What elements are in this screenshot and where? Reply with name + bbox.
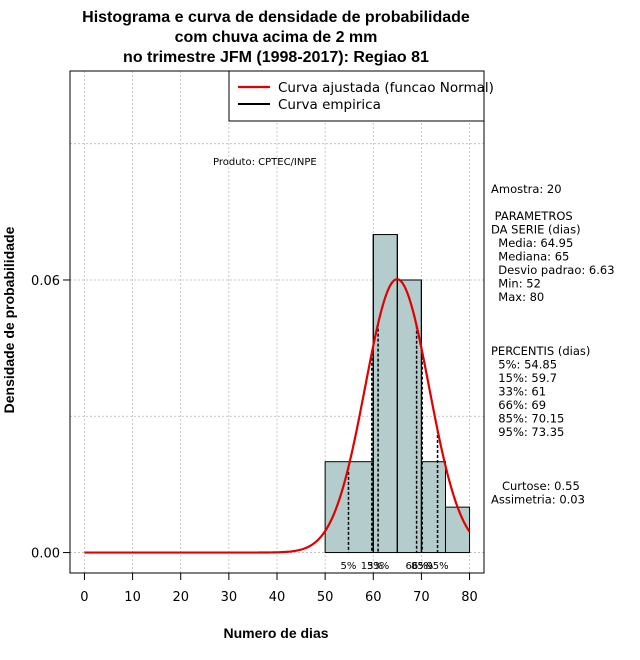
percentile-label: 95% xyxy=(426,561,448,572)
chart-title-line-3: no trimestre JFM (1998-2017): Regiao 81 xyxy=(123,49,429,66)
histogram-bar xyxy=(444,506,471,554)
statistics-line: Max: 80 xyxy=(491,290,544,304)
x-axis: 0 10 20 30 40 50 60 70 80 xyxy=(80,573,478,605)
x-tick-label: 80 xyxy=(461,590,478,605)
statistics-line: 66%: 69 xyxy=(491,398,546,412)
statistics-line: DA SERIE (dias) xyxy=(491,223,581,237)
statistics-line: Curtose: 0.55 xyxy=(491,479,580,493)
y-tick-label: 0.06 xyxy=(31,274,60,289)
histogram-bar xyxy=(396,279,422,554)
statistics-line: Assimetria: 0.03 xyxy=(491,493,585,507)
statistics-line: 33%: 61 xyxy=(491,385,546,399)
histogram-bar xyxy=(420,461,446,554)
percentile-label: 5% xyxy=(341,561,357,572)
product-annotation: Produto: CPTEC/INPE xyxy=(213,157,317,168)
statistics-line: 15%: 59.7 xyxy=(491,371,557,385)
percentile-label: 33% xyxy=(367,561,389,572)
percentile-label: 15% xyxy=(361,561,383,572)
x-tick-label: 10 xyxy=(124,590,141,605)
x-axis-label: Numero de dias xyxy=(223,625,328,641)
percentile-lines xyxy=(347,323,439,553)
legend-label-empirical: Curva empirica xyxy=(278,97,381,113)
percentile-label: 66% xyxy=(405,561,427,572)
statistics-line: 85%: 70.15 xyxy=(491,412,564,426)
y-tick-label: 0.00 xyxy=(31,547,60,562)
statistics-line: Desvio padrao: 6.63 xyxy=(491,263,615,277)
y-axis-label: Densidade de probabilidade xyxy=(1,226,17,413)
statistics-line: PARAMETROS xyxy=(491,209,573,223)
legend-box xyxy=(228,70,485,122)
x-tick-label: 0 xyxy=(80,590,88,605)
chart-title-line-1: Histograma e curva de densidade de proba… xyxy=(82,9,470,26)
statistics-line: 5%: 54.85 xyxy=(491,358,557,372)
percentile-label: 85% xyxy=(411,561,433,572)
legend-label-fitted: Curva ajustada (funcao Normal) xyxy=(278,80,494,96)
normal-curve xyxy=(84,278,471,554)
empirical-lines xyxy=(372,234,423,553)
statistics-line: PERCENTIS (dias) xyxy=(491,344,590,358)
statistics-line: Mediana: 65 xyxy=(491,250,569,264)
x-tick-label: 20 xyxy=(172,590,189,605)
x-tick-label: 30 xyxy=(221,590,238,605)
statistics-line: Min: 52 xyxy=(491,277,541,291)
x-tick-label: 70 xyxy=(413,590,430,605)
y-axis: 0.00 0.06 xyxy=(31,274,70,562)
statistics-line: 95%: 73.35 xyxy=(491,425,564,439)
statistics-line: Media: 64.95 xyxy=(491,236,573,250)
percentile-labels: 5% 15%33% 66%85%95% xyxy=(341,561,449,572)
statistics-line: Amostra: 20 xyxy=(491,182,562,196)
x-tick-label: 60 xyxy=(365,590,382,605)
chart-title-line-2: com chuva acima de 2 mm xyxy=(175,29,378,46)
x-tick-label: 40 xyxy=(269,590,286,605)
x-tick-label: 50 xyxy=(317,590,334,605)
legend: Curva ajustada (funcao Normal) Curva emp… xyxy=(228,70,494,122)
